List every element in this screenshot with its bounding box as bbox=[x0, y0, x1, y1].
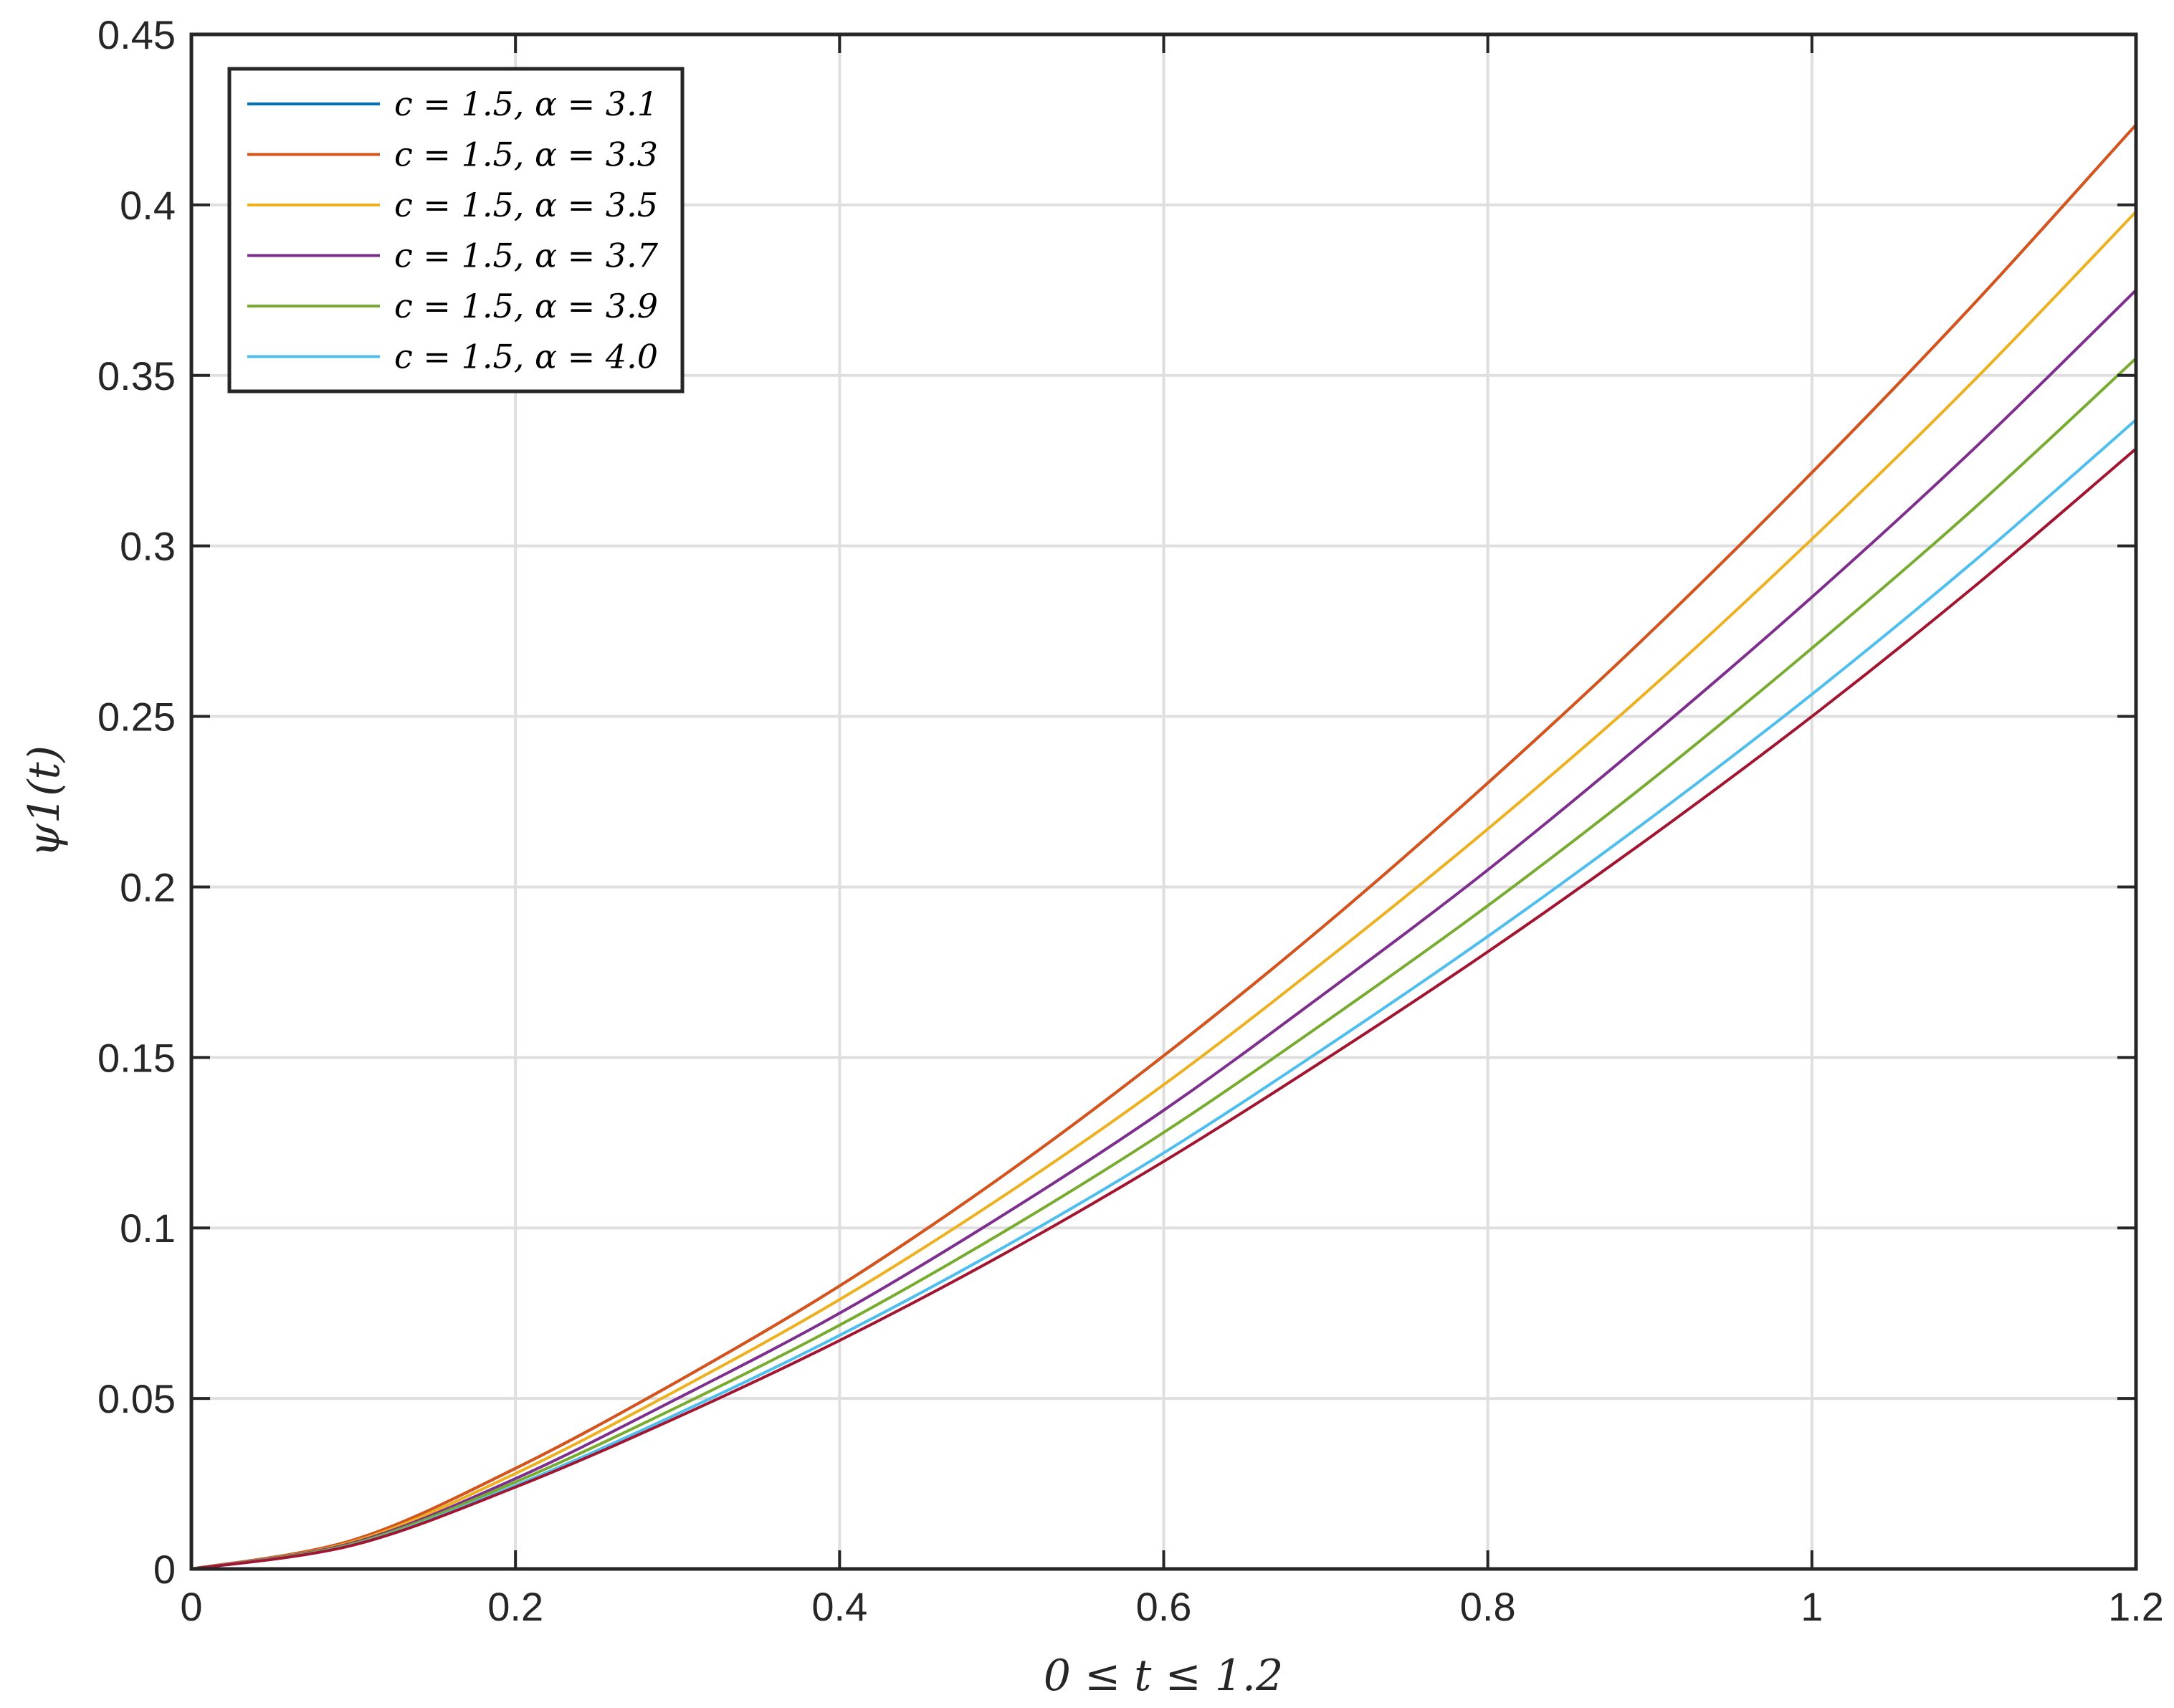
y-tick-label: 0.1 bbox=[120, 1206, 176, 1251]
legend: c = 1.5, α = 3.1 c = 1.5, α = 3.3 c = 1.5,… bbox=[227, 67, 685, 393]
legend-label-5: c = 1.5, α = 3.9 bbox=[394, 287, 658, 325]
x-tick-label: 0.8 bbox=[1460, 1584, 1516, 1629]
y-tick-label: 0.3 bbox=[120, 524, 176, 569]
x-tick-label: 1 bbox=[1801, 1584, 1823, 1629]
y-tick-label: 0.05 bbox=[97, 1376, 176, 1421]
axis-ticks bbox=[190, 33, 2137, 1570]
y-axis-label: ψ1(t) bbox=[19, 745, 70, 857]
y-tick-label: 0.35 bbox=[97, 353, 176, 399]
series-line-4 bbox=[190, 288, 2137, 1570]
legend-label-4: c = 1.5, α = 3.7 bbox=[394, 237, 659, 275]
legend-label-6: c = 1.5, α = 4.0 bbox=[394, 338, 658, 376]
legend-label-1: c = 1.5, α = 3.1 bbox=[394, 85, 658, 123]
y-tick-label: 0.2 bbox=[120, 864, 176, 910]
series-line-2 bbox=[190, 123, 2137, 1570]
legend-label-2: c = 1.5, α = 3.3 bbox=[394, 135, 658, 174]
legend-label-3: c = 1.5, α = 3.5 bbox=[394, 186, 658, 224]
series-line-3 bbox=[190, 210, 2137, 1570]
x-tick-label: 1.2 bbox=[2108, 1584, 2164, 1629]
x-tick-label: 0.4 bbox=[811, 1584, 867, 1629]
series-line-6 bbox=[190, 418, 2137, 1570]
x-tick-label: 0 bbox=[180, 1584, 202, 1629]
y-tick-label: 0.4 bbox=[120, 183, 176, 228]
series-lines bbox=[190, 123, 2137, 1570]
y-tick-label: 0.45 bbox=[97, 12, 176, 57]
y-tick-labels: 0 0.05 0.1 0.15 0.2 0.25 0.3 0.35 0.4 0.45 bbox=[97, 12, 176, 1592]
y-tick-label: 0.25 bbox=[97, 695, 176, 740]
series-line-7 bbox=[190, 447, 2137, 1570]
x-tick-label: 0.6 bbox=[1136, 1584, 1192, 1629]
series-line-5 bbox=[190, 356, 2137, 1570]
legend-box bbox=[227, 67, 685, 393]
x-tick-label: 0.2 bbox=[487, 1584, 543, 1629]
y-tick-label: 0.15 bbox=[97, 1035, 176, 1080]
x-tick-labels: 0 0.2 0.4 0.6 0.8 1 1.2 bbox=[180, 1584, 2164, 1629]
x-axis-label: 0 ≤ t ≤ 1.2 bbox=[1044, 1651, 1284, 1701]
y-tick-label: 0 bbox=[153, 1547, 176, 1592]
legend-entries: c = 1.5, α = 3.1 c = 1.5, α = 3.3 c = 1.5,… bbox=[247, 85, 659, 376]
